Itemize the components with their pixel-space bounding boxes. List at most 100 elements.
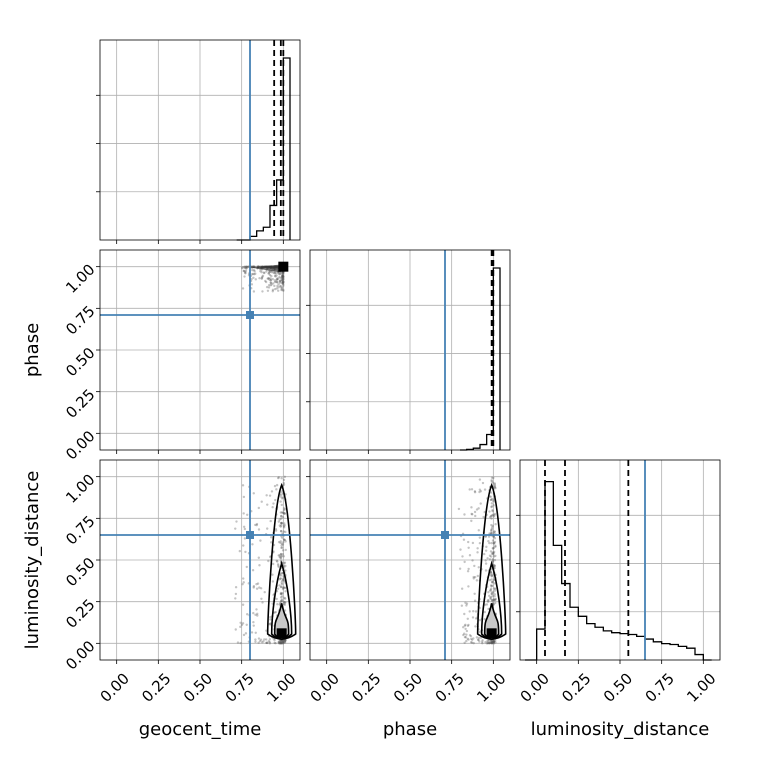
sample-point [265, 641, 268, 644]
sample-point [490, 528, 493, 532]
sample-point [492, 476, 495, 480]
sample-point [242, 495, 246, 499]
sample-point [251, 568, 255, 572]
sample-point [282, 511, 285, 514]
sample-point [467, 585, 470, 588]
sample-point [281, 282, 285, 285]
sample-point [244, 269, 248, 272]
sample-point [238, 549, 242, 553]
sample-point [494, 487, 497, 490]
sample-point [491, 551, 494, 554]
sample-point [283, 639, 287, 642]
sample-point [241, 583, 244, 586]
sample-point [242, 544, 245, 547]
sample-point [273, 611, 276, 614]
sample-point [281, 272, 284, 276]
sample-point [278, 640, 281, 643]
panel-geocent_time-vs-phase: 0.00 0.25 0.50 0.75 1.00 [62, 249, 301, 463]
sample-point [272, 271, 275, 274]
sample-point [491, 509, 494, 513]
sample-point [284, 540, 287, 543]
sample-point [263, 638, 266, 641]
sample-point [282, 555, 286, 558]
sample-point [245, 513, 249, 516]
sample-point [492, 515, 495, 518]
sample-point [493, 587, 497, 590]
panel-hist-phase [306, 249, 511, 454]
sample-point [282, 538, 286, 541]
sample-point [279, 641, 283, 644]
sample-point [275, 278, 279, 281]
sample-point [282, 275, 285, 279]
y-tick-label: 0.50 [62, 554, 98, 590]
sample-point [282, 602, 286, 606]
sample-point [268, 642, 272, 645]
sample-point [488, 541, 491, 545]
sample-point [260, 270, 263, 274]
x-tick-label: 0.00 [97, 670, 133, 706]
sample-point [245, 565, 248, 569]
sample-point [281, 271, 285, 274]
sample-point [283, 561, 287, 564]
sample-point [485, 545, 488, 549]
sample-point [280, 542, 284, 546]
sample-point [473, 491, 477, 494]
sample-point [478, 488, 482, 491]
sample-point [486, 642, 490, 645]
sample-point [489, 555, 493, 558]
sample-point [282, 478, 286, 482]
sample-point [494, 545, 497, 548]
x-axis-title-geocent-time: geocent_time [139, 719, 262, 740]
sample-point [470, 641, 474, 644]
sample-point [235, 520, 238, 523]
sample-point [493, 540, 497, 544]
sample-point [259, 539, 262, 542]
sample-point [491, 560, 495, 563]
sample-point [283, 597, 287, 600]
sample-point [279, 276, 282, 280]
x-axis-title-phase: phase [383, 719, 437, 740]
sample-point [490, 505, 494, 508]
sample-point [490, 541, 493, 545]
sample-point [489, 641, 492, 645]
sample-point [491, 547, 495, 550]
sample-point [282, 274, 285, 278]
x-tick-label: 0.50 [180, 670, 216, 706]
sample-point [477, 529, 480, 532]
sample-point [280, 544, 283, 547]
sample-point [278, 642, 281, 645]
sample-point [269, 281, 273, 284]
sample-point [281, 275, 285, 278]
sample-point [284, 530, 287, 534]
sample-point [279, 279, 282, 282]
x-axis-title-luminosity-distance: luminosity_distance [531, 719, 710, 740]
sample-point [259, 638, 263, 641]
sample-point [243, 266, 246, 269]
sample-point [478, 618, 482, 622]
x-tick-label: 0.50 [600, 670, 636, 706]
sample-point [282, 280, 285, 284]
sample-point [490, 641, 493, 645]
sample-point [280, 274, 284, 278]
sample-point [259, 587, 263, 590]
sample-point [282, 280, 285, 283]
sample-point [487, 539, 490, 543]
sample-point [492, 513, 495, 516]
sample-point [491, 481, 495, 484]
sample-point [260, 277, 263, 280]
sample-point [478, 536, 482, 539]
sample-point [471, 513, 474, 516]
sample-point [280, 546, 283, 550]
sample-point [252, 586, 255, 589]
sample-point [272, 502, 275, 505]
sample-point [488, 589, 492, 592]
sample-point [279, 525, 282, 528]
sample-point [252, 276, 255, 279]
sample-point [278, 281, 282, 284]
sample-point [282, 641, 285, 644]
sample-point [282, 483, 286, 486]
sample-point [491, 599, 494, 602]
sample-point [481, 642, 484, 645]
sample-point [490, 578, 493, 581]
